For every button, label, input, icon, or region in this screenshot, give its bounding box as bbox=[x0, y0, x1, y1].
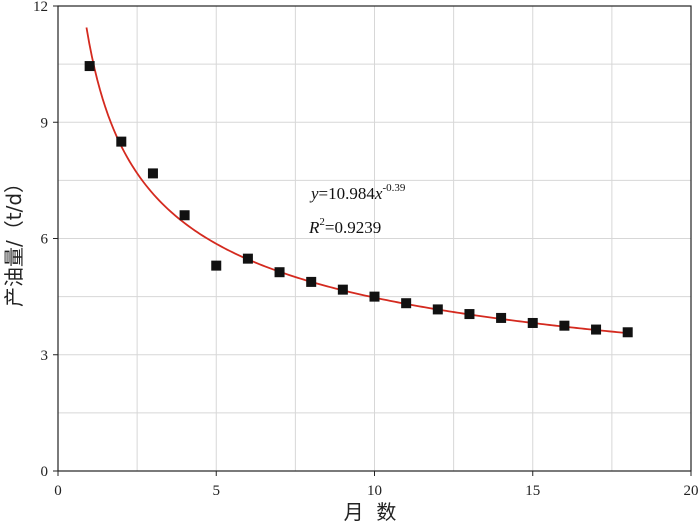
fit-equation: y=10.984x-0.39 bbox=[309, 182, 406, 203]
y-axis-title: 产油量/（t/d） bbox=[2, 173, 26, 307]
x-tick-label: 5 bbox=[213, 483, 221, 499]
x-axis-title: 月 数 bbox=[344, 500, 397, 524]
x-tick-labels: 0 5 10 15 20 bbox=[54, 483, 698, 499]
data-point bbox=[496, 312, 507, 323]
data-point bbox=[432, 304, 443, 315]
y-tick-label: 6 bbox=[41, 232, 49, 248]
data-point bbox=[242, 253, 253, 264]
x-tick-label: 0 bbox=[54, 483, 62, 499]
x-tick-label: 10 bbox=[367, 483, 382, 499]
x-tick-label: 15 bbox=[525, 483, 540, 499]
data-point bbox=[622, 327, 633, 338]
data-point bbox=[369, 291, 380, 302]
fit-equation-x: x bbox=[374, 184, 383, 203]
y-tick-label: 9 bbox=[41, 115, 49, 131]
data-point bbox=[116, 136, 127, 147]
data-point bbox=[591, 324, 602, 335]
data-point bbox=[559, 320, 570, 331]
data-point bbox=[147, 168, 158, 179]
data-point bbox=[337, 284, 348, 295]
y-tick-labels: 0 3 6 9 12 bbox=[33, 0, 49, 480]
data-point bbox=[274, 267, 285, 278]
grid-lines bbox=[58, 6, 691, 471]
data-point bbox=[211, 260, 222, 271]
fit-r-squared: R2=0.9239 bbox=[308, 216, 381, 237]
r-squared-r: R bbox=[308, 218, 320, 237]
data-point bbox=[527, 317, 538, 328]
x-tick-label: 20 bbox=[684, 483, 699, 499]
tick-marks bbox=[53, 5, 692, 476]
fit-equation-rhs: =10.984 bbox=[319, 184, 376, 203]
data-point bbox=[306, 276, 317, 287]
data-point bbox=[179, 210, 190, 221]
data-point bbox=[401, 298, 412, 309]
y-tick-label: 3 bbox=[41, 348, 49, 364]
y-tick-label: 12 bbox=[33, 0, 48, 15]
r-squared-value: =0.9239 bbox=[325, 218, 381, 237]
data-point bbox=[464, 309, 475, 320]
y-tick-label: 0 bbox=[41, 464, 49, 480]
fit-equation-exponent: -0.39 bbox=[382, 182, 405, 194]
data-points bbox=[84, 61, 633, 338]
data-point bbox=[84, 61, 95, 72]
r-squared-sup: 2 bbox=[319, 216, 325, 228]
fit-equation-y: y bbox=[309, 184, 319, 203]
